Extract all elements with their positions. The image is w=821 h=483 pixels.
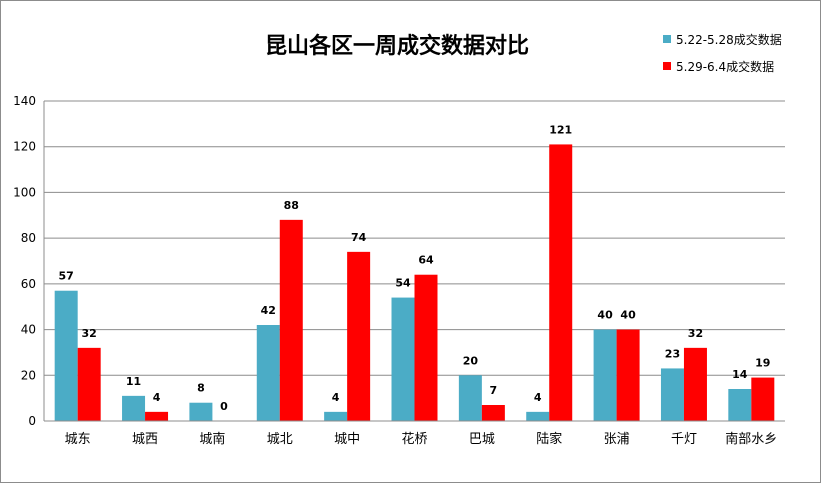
- x-category-label: 城南: [199, 431, 225, 447]
- bar-series-1: [458, 375, 482, 421]
- legend-swatch-series-1: [663, 35, 671, 43]
- x-category-label: 城西: [132, 432, 158, 447]
- bar-series-1: [324, 411, 348, 421]
- x-category-label: 张浦: [604, 432, 630, 447]
- bar-series-2: [279, 219, 303, 421]
- x-category-label: 陆家: [536, 431, 562, 447]
- y-tick-label: 0: [28, 414, 36, 428]
- legend-label-series-1: 5.22-5.28成交数据: [676, 32, 782, 47]
- data-label: 14: [732, 368, 748, 381]
- data-label: 42: [261, 304, 276, 317]
- bar-series-2: [145, 411, 169, 421]
- chart-title: 昆山各区一周成交数据对比: [265, 33, 529, 59]
- data-label: 121: [549, 123, 572, 136]
- bar-series-1: [256, 325, 280, 421]
- bar-series-2: [414, 274, 438, 421]
- x-category-label: 巴城: [469, 432, 495, 447]
- data-label: 57: [59, 270, 74, 283]
- data-label: 40: [620, 309, 636, 322]
- bar-series-1: [391, 297, 415, 421]
- y-tick-label: 60: [21, 277, 36, 291]
- data-label: 23: [665, 347, 680, 360]
- y-tick-label: 80: [21, 231, 36, 245]
- data-label: 19: [755, 357, 770, 370]
- data-label: 4: [534, 391, 542, 404]
- legend-swatch-series-2: [663, 62, 671, 70]
- bar-series-2: [549, 144, 573, 421]
- y-tick-label: 20: [21, 368, 36, 382]
- x-category-label: 城东: [65, 432, 91, 447]
- bar-series-2: [481, 405, 505, 421]
- data-label: 64: [418, 254, 434, 267]
- x-category-label: 千灯: [671, 432, 697, 447]
- data-label: 4: [332, 391, 340, 404]
- data-label: 0: [220, 400, 228, 413]
- y-tick-label: 120: [13, 140, 36, 154]
- data-label: 32: [688, 327, 703, 340]
- data-label: 11: [126, 375, 141, 388]
- legend-label-series-2: 5.29-6.4成交数据: [676, 59, 774, 74]
- bar-series-2: [751, 377, 775, 421]
- y-tick-label: 140: [13, 94, 36, 108]
- bar-series-1: [526, 411, 550, 421]
- bar-series-2: [77, 347, 101, 421]
- data-label: 7: [490, 384, 498, 397]
- bar-series-2: [347, 251, 371, 421]
- x-category-label: 城中: [334, 432, 360, 447]
- y-tick-label: 40: [21, 323, 36, 337]
- data-label: 8: [197, 382, 205, 395]
- x-category-label: 城北: [267, 432, 293, 447]
- data-label: 4: [153, 391, 161, 404]
- data-label: 74: [351, 231, 367, 244]
- x-category-label: 花桥: [401, 431, 427, 447]
- x-category-label: 南部水乡: [725, 431, 777, 447]
- bar-series-2: [683, 347, 707, 421]
- bar-series-1: [593, 329, 617, 421]
- data-label: 32: [82, 327, 97, 340]
- data-label: 88: [284, 199, 299, 212]
- y-tick-label: 100: [13, 185, 36, 199]
- bar-series-1: [660, 368, 684, 421]
- bar-series-1: [189, 402, 213, 421]
- data-label: 54: [395, 277, 411, 290]
- data-label: 20: [463, 354, 479, 367]
- bar-series-1: [728, 389, 752, 421]
- data-label: 40: [597, 309, 613, 322]
- bar-series-1: [122, 395, 146, 421]
- legend: 5.22-5.28成交数据 5.29-6.4成交数据: [663, 32, 782, 74]
- bar-series-2: [616, 329, 640, 421]
- bar-series-1: [54, 290, 78, 421]
